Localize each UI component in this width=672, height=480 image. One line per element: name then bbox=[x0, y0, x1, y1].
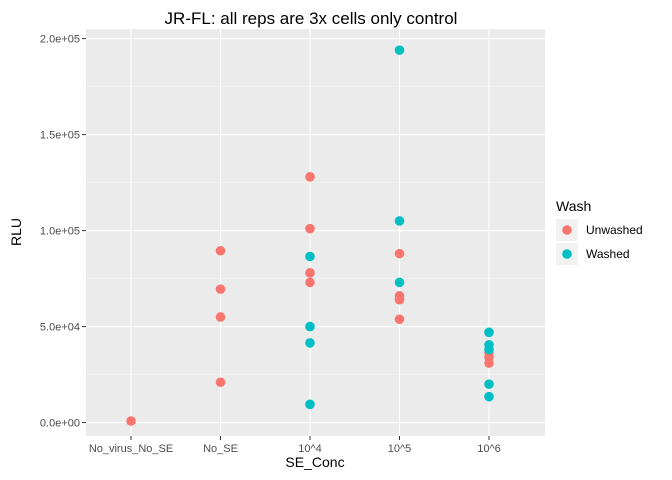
legend-label-washed: Washed bbox=[586, 247, 630, 261]
x-axis-title: SE_Conc bbox=[285, 454, 344, 470]
y-tick-label: 1.5e+05 bbox=[40, 130, 80, 142]
chart-title: JR-FL: all reps are 3x cells only contro… bbox=[165, 9, 458, 28]
plot-panel bbox=[86, 29, 545, 436]
data-point-unwashed bbox=[215, 312, 226, 322]
legend-key-unwashed bbox=[562, 225, 572, 235]
data-point-washed bbox=[394, 45, 405, 55]
y-tick-label: 2.0e+05 bbox=[40, 34, 80, 46]
legend: Wash Unwashed Washed bbox=[556, 198, 643, 265]
data-point-washed bbox=[484, 391, 494, 402]
data-point-washed bbox=[484, 327, 494, 338]
data-point-unwashed bbox=[215, 245, 226, 256]
x-tick-label: 10^4 bbox=[298, 443, 322, 455]
data-point-washed bbox=[394, 277, 405, 288]
x-tick-label: No_virus_No_SE bbox=[89, 443, 173, 455]
x-tick-label: 10^5 bbox=[388, 443, 412, 455]
y-tick-label: 0.0e+00 bbox=[40, 418, 80, 430]
data-point-unwashed bbox=[394, 248, 405, 259]
data-point-washed bbox=[484, 379, 494, 389]
data-point-unwashed bbox=[394, 314, 405, 325]
data-point-unwashed bbox=[305, 172, 315, 182]
data-point-unwashed bbox=[484, 358, 494, 368]
data-point-unwashed bbox=[305, 223, 315, 234]
y-axis: 0.0e+00 5.0e+04 1.0e+05 1.5e+05 2.0e+05 bbox=[40, 34, 86, 430]
data-point-unwashed bbox=[215, 377, 226, 388]
y-axis-title: RLU bbox=[8, 218, 24, 246]
data-point-washed bbox=[484, 344, 494, 355]
data-point-unwashed bbox=[215, 284, 226, 294]
x-tick-label: No_SE bbox=[203, 443, 238, 455]
grid-major bbox=[86, 29, 545, 436]
data-point-unwashed bbox=[305, 268, 315, 278]
y-tick-label: 5.0e+04 bbox=[40, 322, 80, 334]
data-point-washed bbox=[305, 251, 315, 262]
data-point-unwashed bbox=[305, 277, 315, 288]
x-tick-label: 10^6 bbox=[477, 443, 501, 455]
data-point-washed bbox=[305, 399, 315, 410]
data-point-washed bbox=[305, 321, 315, 332]
x-axis: No_virus_No_SE No_SE 10^4 10^5 10^6 bbox=[89, 436, 501, 455]
data-point-washed bbox=[394, 216, 405, 226]
data-points bbox=[126, 45, 494, 426]
legend-label-unwashed: Unwashed bbox=[586, 223, 643, 237]
data-point-unwashed bbox=[394, 294, 405, 305]
grid-minor bbox=[86, 86, 545, 375]
legend-title: Wash bbox=[556, 198, 591, 214]
data-point-washed bbox=[305, 338, 315, 348]
y-tick-label: 1.0e+05 bbox=[40, 226, 80, 238]
legend-key-washed bbox=[562, 249, 572, 259]
data-point-unwashed bbox=[126, 416, 136, 426]
